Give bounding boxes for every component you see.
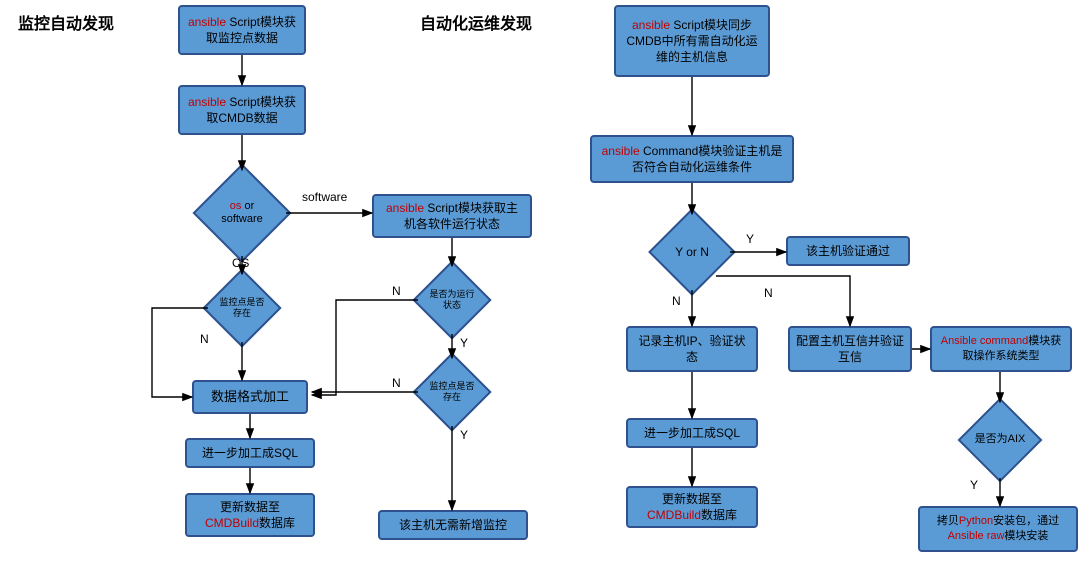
left-n4: 进一步加工成SQL — [185, 438, 315, 468]
left-n5: 更新数据至CMDBuild数据库 — [185, 493, 315, 537]
right-d1: Y or N — [661, 221, 723, 283]
right-d2: 是否为AIX — [970, 410, 1030, 470]
label-software: software — [302, 190, 347, 204]
left-n6: ansible Script模块获取主机各软件运行状态 — [372, 194, 532, 238]
right-n9: 拷贝Python安装包，通过 Ansible raw模块安装 — [918, 506, 1078, 552]
left-d2: 监控点是否存在 — [214, 280, 270, 336]
right-n6: 进一步加工成SQL — [626, 418, 758, 448]
arrows-layer — [0, 0, 1080, 584]
left-d4-y: Y — [460, 428, 468, 442]
left-d3-y: Y — [460, 336, 468, 350]
section-title-right: 自动化运维发现 — [420, 10, 532, 34]
left-d3-n: N — [392, 284, 401, 298]
left-n2: ansible Script模块获取CMDB数据 — [178, 85, 306, 135]
right-n8: Ansible command模块获取操作系统类型 — [930, 326, 1072, 372]
left-d2-n: N — [200, 332, 209, 346]
right-n4: 记录主机IP、验证状态 — [626, 326, 758, 372]
left-d4: 监控点是否存在 — [424, 364, 480, 420]
right-d1-y: Y — [746, 232, 754, 246]
diagram-canvas: 监控自动发现 自动化运维发现 ansible Script模块获取监控点数据 a… — [0, 0, 1080, 584]
right-n3: 该主机验证通过 — [786, 236, 910, 266]
right-n7: 更新数据至CMDBuild数据库 — [626, 486, 758, 528]
left-n3: 数据格式加工 — [192, 380, 308, 414]
right-n5: 配置主机互信并验证互信 — [788, 326, 912, 372]
left-d1: os or software — [207, 178, 277, 248]
right-n2: ansible Command模块验证主机是否符合自动化运维条件 — [590, 135, 794, 183]
left-n7: 该主机无需新增监控 — [378, 510, 528, 540]
left-n1: ansible Script模块获取监控点数据 — [178, 5, 306, 55]
section-title-left: 监控自动发现 — [18, 10, 114, 34]
left-d3: 是否为运行状态 — [424, 272, 480, 328]
right-d1-n2: N — [764, 286, 773, 300]
left-d4-n: N — [392, 376, 401, 390]
right-d2-y: Y — [970, 478, 978, 492]
right-n1: ansible Script模块同步CMDB中所有需自动化运维的主机信息 — [614, 5, 770, 77]
right-d1-n: N — [672, 294, 681, 308]
